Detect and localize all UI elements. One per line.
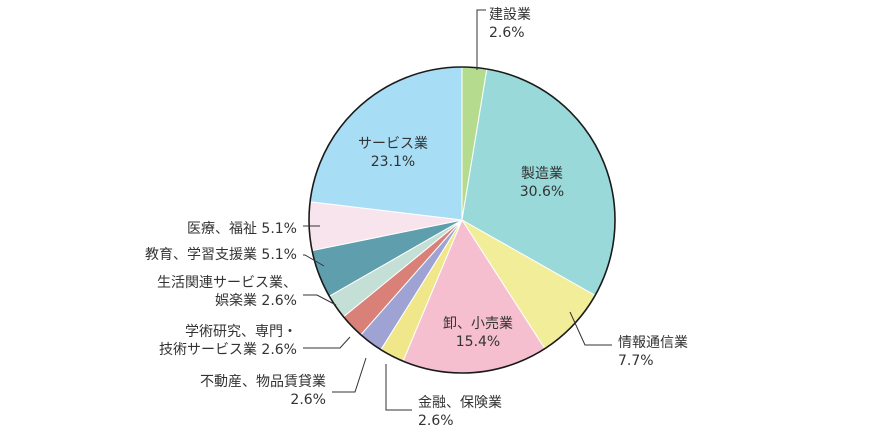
slice-label-1-line-1: 30.6% [520, 184, 564, 200]
leader-line-5 [332, 357, 367, 393]
slice-label-8-line-0: 教育、学習支援業 5.1% [145, 247, 297, 263]
slice-label-6-line-0: 学術研究、専門・ [185, 324, 297, 340]
leader-line-7 [303, 294, 337, 306]
slice-label-10-line-1: 23.1% [371, 154, 415, 170]
slice-labels: 建設業 2.6% 製造業 30.6% 情報通信業 7.7% 卸、小売業 15.4% 金融、保険業… [145, 7, 688, 429]
slice-label-4-line-0: 金融、保険業 [418, 395, 502, 411]
slice-label-0-line-0: 建設業 [489, 7, 531, 23]
slice-label-1-line-0: 製造業 [521, 166, 563, 182]
slice-label-5-line-1: 2.6% [290, 392, 326, 408]
leader-line-2 [569, 311, 612, 346]
leader-line-8 [303, 254, 325, 267]
leader-line-6 [303, 336, 351, 349]
slice-label-2-line-1: 7.7% [618, 353, 654, 369]
slice-label-7-line-1: 娯楽業 2.6% [215, 293, 297, 309]
slice-label-3-line-0: 卸、小売業 [443, 316, 513, 332]
slice-label-7-line-0: 生活関連サービス業、 [157, 275, 297, 291]
slice-label-4-line-1: 2.6% [418, 413, 454, 429]
slice-label-3-line-1: 15.4% [456, 334, 500, 350]
slice-label-6-line-1: 技術サービス業 2.6% [159, 342, 297, 358]
pie-outline [308, 66, 616, 374]
slice-label-9-line-0: 医療、福祉 5.1% [187, 220, 297, 237]
slice-label-0-line-1: 2.6% [489, 25, 525, 41]
leader-line-4 [385, 364, 412, 411]
slice-label-2-line-0: 情報通信業 [618, 335, 688, 351]
leader-line-0 [476, 9, 486, 70]
slice-label-10-line-0: サービス業 [358, 136, 428, 152]
slice-label-5-line-0: 不動産、物品賃貸業 [200, 374, 326, 390]
